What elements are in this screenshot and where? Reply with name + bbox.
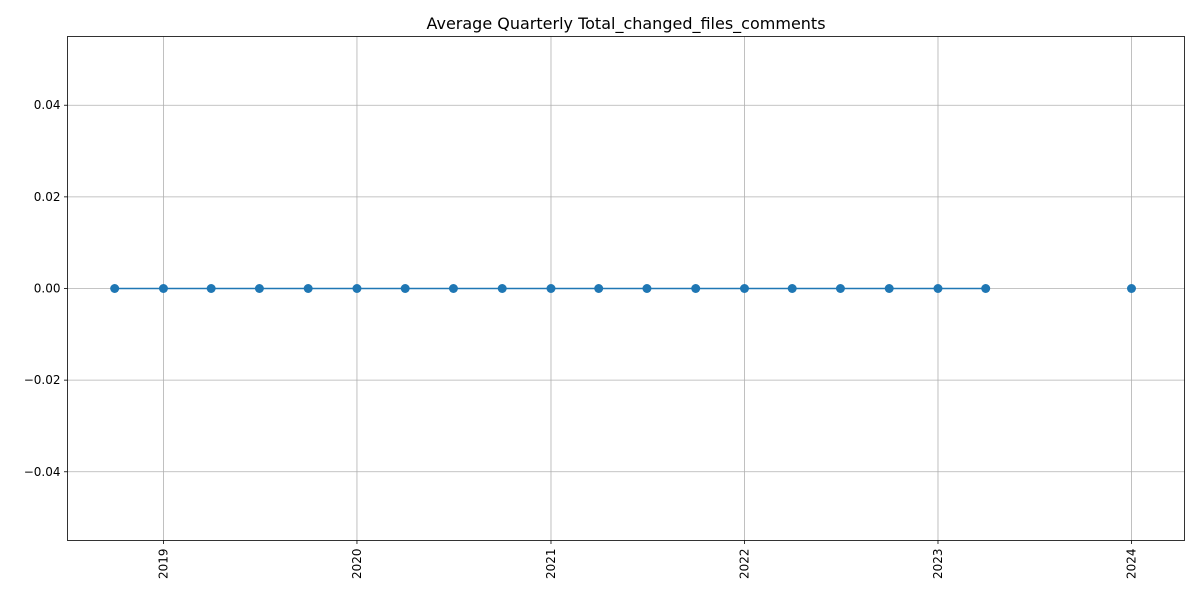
data-point (110, 284, 120, 293)
data-point (981, 284, 991, 293)
data-point (158, 284, 168, 293)
y-tick-label: −0.02 (24, 373, 61, 387)
y-tick-label: 0.04 (34, 98, 61, 112)
y-tick-label: 0.02 (34, 190, 61, 204)
data-point (835, 284, 845, 293)
data-point (642, 284, 652, 293)
data-point (254, 284, 264, 293)
data-point (352, 284, 362, 293)
data-point (787, 284, 797, 293)
y-tick-label: 0.00 (34, 282, 61, 296)
data-point (400, 284, 410, 293)
y-tick-label: −0.04 (24, 465, 61, 479)
data-point (497, 284, 507, 293)
x-tick-label: 2019 (156, 549, 170, 580)
data-point (546, 284, 556, 293)
x-tick-label: 2020 (350, 549, 364, 580)
data-point (933, 284, 943, 293)
data-point (206, 284, 216, 293)
data-point (303, 284, 313, 293)
data-point (448, 284, 458, 293)
x-tick-label: 2022 (737, 549, 751, 580)
axis-ticks: 2019 2020 2021 2022 2023 2024 −0.04 −0.02 0.00 0.… (24, 98, 1139, 579)
x-tick-label: 2021 (544, 549, 558, 580)
data-point (691, 284, 701, 293)
x-tick-label: 2023 (931, 549, 945, 580)
data-point (1126, 284, 1136, 293)
x-tick-label: 2024 (1124, 549, 1138, 580)
chart-title: Average Quarterly Total_changed_files_co… (426, 14, 825, 34)
data-point (594, 284, 604, 293)
data-point (739, 284, 749, 293)
data-point (884, 284, 894, 293)
data-series (110, 284, 1136, 293)
